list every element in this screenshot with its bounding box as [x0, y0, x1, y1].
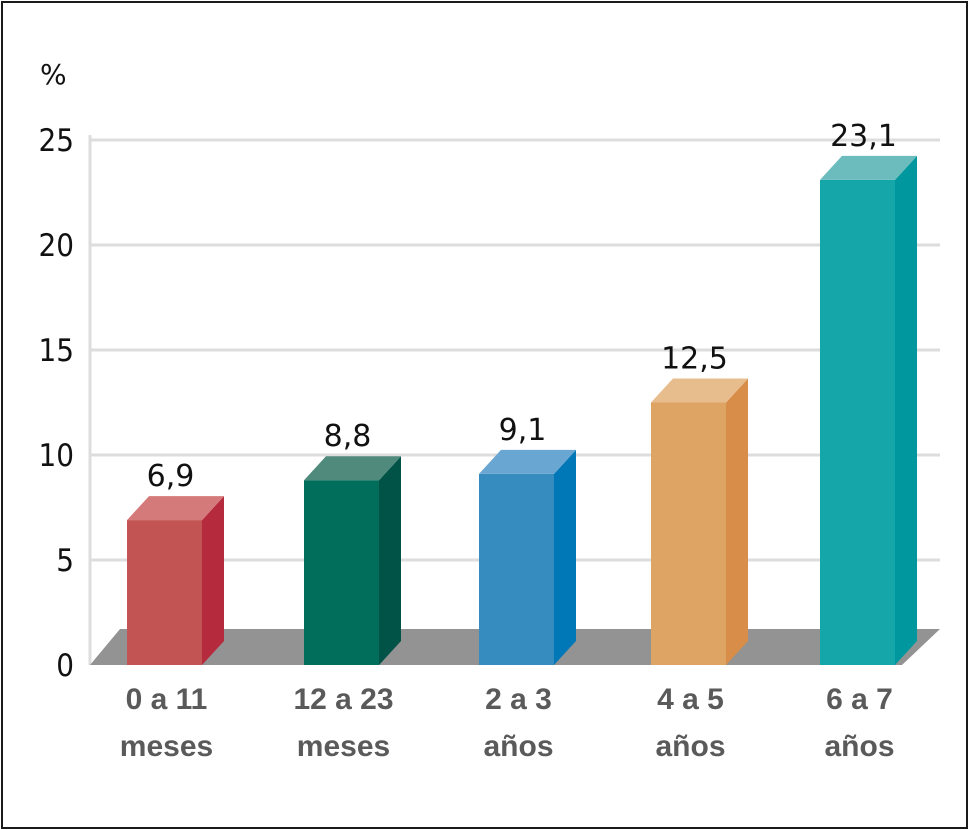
- x-tick-label: 0 a 11: [126, 683, 208, 716]
- x-tick-label: meses: [297, 730, 390, 763]
- bar-side: [379, 456, 401, 665]
- bar-side: [895, 155, 917, 665]
- y-unit-label: %: [40, 58, 67, 91]
- x-tick-label: años: [483, 730, 553, 763]
- bar-side: [726, 378, 748, 665]
- bar-top: [820, 155, 917, 180]
- x-tick-label: años: [655, 730, 725, 763]
- y-tick-label: 20: [39, 228, 74, 264]
- bar-top: [479, 449, 576, 474]
- data-label: 12,5: [661, 342, 728, 377]
- x-tick-label: 2 a 3: [485, 683, 552, 716]
- bar-top: [651, 378, 748, 403]
- y-tick-label: 25: [39, 123, 74, 159]
- x-tick-label: 4 a 5: [657, 683, 724, 716]
- data-label: 6,9: [147, 459, 195, 494]
- data-label: 23,1: [830, 119, 897, 154]
- bar: [651, 402, 726, 665]
- bar-side: [202, 496, 224, 665]
- data-label: 8,8: [324, 419, 372, 454]
- bar: [304, 480, 379, 665]
- y-tick-label: 5: [56, 543, 74, 579]
- x-tick-label: 12 a 23: [293, 683, 393, 716]
- bar-side: [554, 449, 576, 665]
- x-tick-label: 6 a 7: [826, 683, 893, 716]
- bar-top: [304, 456, 401, 481]
- y-tick-label: 10: [39, 438, 74, 474]
- bar-top: [127, 496, 224, 521]
- x-tick-label: meses: [120, 730, 213, 763]
- bar: [127, 520, 202, 665]
- bar: [820, 179, 895, 665]
- y-tick-label: 0: [56, 648, 74, 684]
- y-tick-label: 15: [39, 333, 74, 369]
- x-tick-label: años: [824, 730, 894, 763]
- bar: [479, 473, 554, 665]
- data-label: 9,1: [499, 413, 547, 448]
